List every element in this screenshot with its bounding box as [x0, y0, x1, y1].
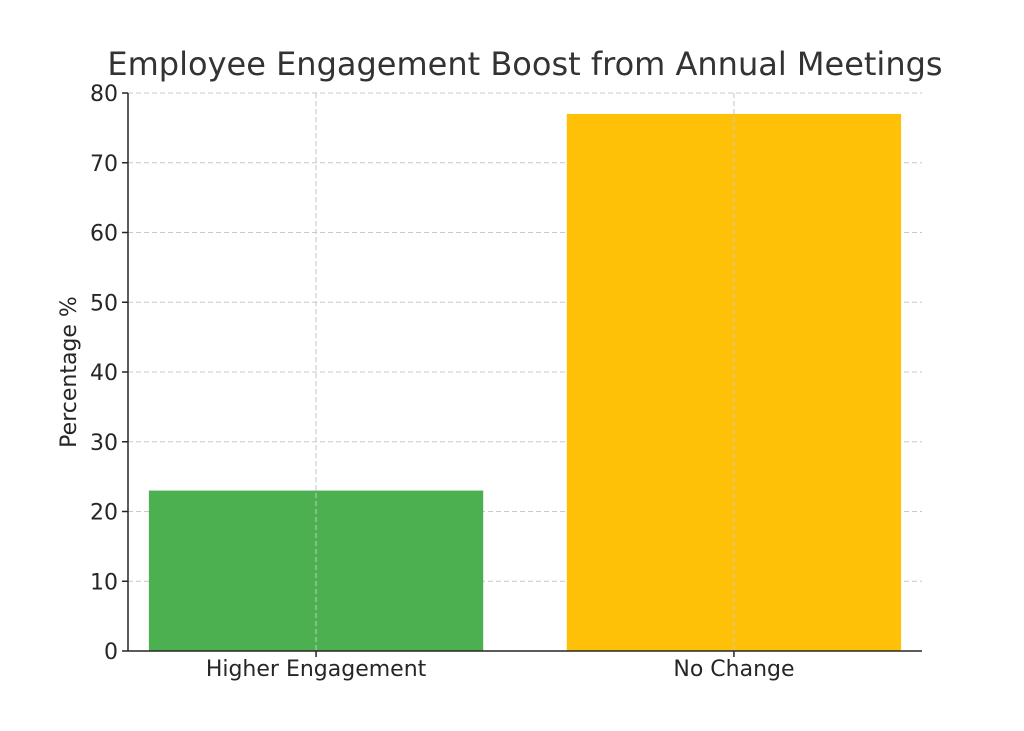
- y-tick-label: 70: [90, 152, 118, 177]
- y-tick-labels: 0 10 20 30 40 50 60 70 80: [90, 82, 118, 665]
- y-tick-label: 10: [90, 570, 118, 595]
- x-tick-labels: Higher Engagement No Change: [206, 657, 795, 682]
- chart-title: Employee Engagement Boost from Annual Me…: [107, 45, 942, 83]
- axes: [122, 92, 922, 657]
- y-tick-label: 30: [90, 431, 118, 456]
- bar-higher-engagement: [148, 490, 484, 651]
- y-tick-label: 0: [104, 640, 118, 665]
- bars: [148, 93, 902, 652]
- y-axis-label: Percentage %: [57, 296, 82, 448]
- y-tick-label: 80: [90, 82, 118, 107]
- y-tick-label: 40: [90, 361, 118, 386]
- y-tick-label: 60: [90, 222, 118, 247]
- y-tick-label: 20: [90, 501, 118, 526]
- x-tick-label: Higher Engagement: [206, 657, 427, 682]
- x-tick-label: No Change: [673, 657, 794, 682]
- y-tick-label: 50: [90, 291, 118, 316]
